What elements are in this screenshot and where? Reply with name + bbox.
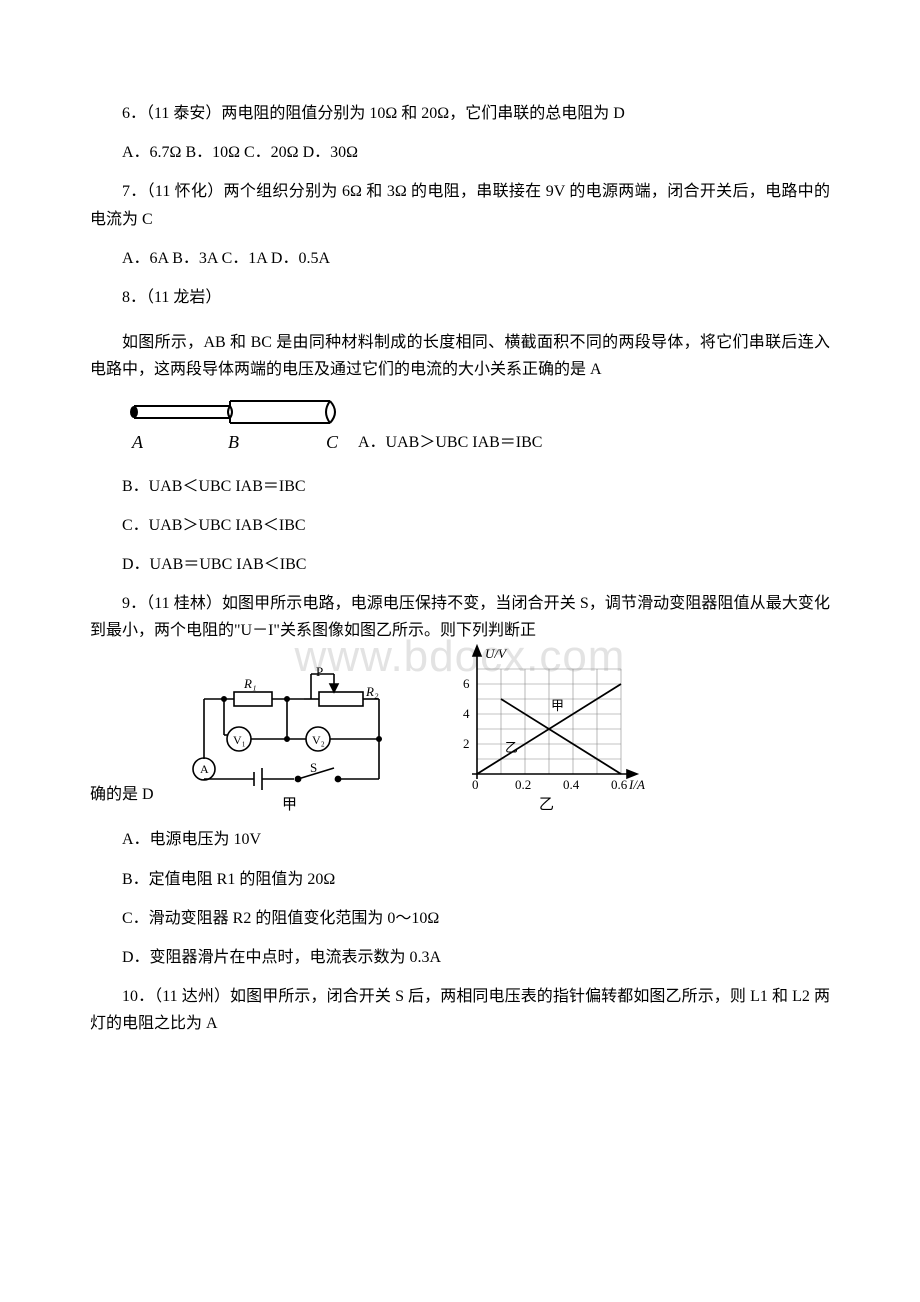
q8-conductor-figure: A B C	[120, 396, 350, 461]
page-content: 6．（11 泰安）两电阻的阻值分别为 10Ω 和 20Ω，它们串联的总电阻为 D…	[90, 100, 830, 1038]
q8-text: 如图所示，AB 和 BC 是由同种材料制成的长度相同、横截面积不同的两段导体，将…	[90, 329, 830, 383]
q9-optC: C．滑动变阻器 R2 的阻值变化范围为 0～10Ω	[90, 905, 830, 932]
q6-options: A．6.7Ω B．10Ω C．20Ω D．30Ω	[90, 139, 830, 166]
svg-text:0: 0	[472, 777, 479, 792]
q9-figure-row: R₁ P R₂ V₁ V₂ A S 甲	[184, 644, 649, 814]
q7-text: 7．（11 怀化）两个组织分别为 6Ω 和 3Ω 的电阻，串联接在 9V 的电源…	[90, 178, 830, 232]
svg-text:0.6: 0.6	[611, 777, 628, 792]
svg-text:2: 2	[463, 736, 470, 751]
svg-text:R₂: R₂	[365, 684, 379, 699]
graph-svg: 甲 乙 2 4 6 0 0.2 0.4 0.6 U/V I/A 乙	[439, 644, 649, 814]
svg-text:U/V: U/V	[485, 646, 508, 661]
q9-suffix: 确的是 D	[90, 781, 154, 814]
q10-text: 10．（11 达州）如图甲所示，闭合开关 S 后，两相同电压表的指针偏转都如图乙…	[90, 983, 830, 1037]
label-A: A	[131, 432, 144, 452]
q7-options: A．6A B．3A C．1A D．0.5A	[90, 245, 830, 272]
q8-optC: C．UAB＞UBC IAB＜IBC	[90, 512, 830, 539]
svg-text:6: 6	[463, 676, 470, 691]
q9-optD: D．变阻器滑片在中点时，电流表示数为 0.3A	[90, 944, 830, 971]
circuit-svg: R₁ P R₂ V₁ V₂ A S 甲	[184, 664, 399, 814]
svg-text:S: S	[310, 760, 317, 775]
svg-text:I/A: I/A	[628, 777, 645, 792]
svg-text:4: 4	[463, 706, 470, 721]
svg-text:P: P	[316, 664, 323, 679]
q8-optD: D．UAB＝UBC IAB＜IBC	[90, 551, 830, 578]
svg-text:乙: 乙	[505, 740, 518, 755]
svg-text:R₁: R₁	[243, 676, 256, 691]
q9-optB: B．定值电阻 R1 的阻值为 20Ω	[90, 866, 830, 893]
svg-text:A: A	[200, 762, 209, 776]
q8-optA: A．UAB＞UBC IAB＝IBC	[358, 429, 542, 456]
svg-text:乙: 乙	[539, 797, 554, 813]
q9-circuit: R₁ P R₂ V₁ V₂ A S 甲	[184, 664, 399, 814]
svg-text:甲: 甲	[551, 698, 564, 713]
svg-text:V₁: V₁	[233, 733, 246, 747]
svg-text:甲: 甲	[282, 797, 297, 813]
q8-header: 8．（11 龙岩）	[90, 284, 830, 311]
q8-figure-row: A B C A．UAB＞UBC IAB＝IBC	[90, 396, 830, 461]
q9-optA: A．电源电压为 10V	[90, 826, 830, 853]
q9-text: 9．（11 桂林）如图甲所示电路，电源电压保持不变，当闭合开关 S，调节滑动变阻…	[90, 590, 830, 644]
label-C: C	[326, 432, 339, 452]
svg-text:V₂: V₂	[312, 733, 325, 747]
q8-optB: B．UAB＜UBC IAB＝IBC	[90, 473, 830, 500]
conductor-svg: A B C	[120, 396, 350, 461]
q6-text: 6．（11 泰安）两电阻的阻值分别为 10Ω 和 20Ω，它们串联的总电阻为 D	[90, 100, 830, 127]
svg-text:0.4: 0.4	[563, 777, 580, 792]
label-B: B	[228, 432, 239, 452]
svg-text:0.2: 0.2	[515, 777, 531, 792]
q9-graph: 甲 乙 2 4 6 0 0.2 0.4 0.6 U/V I/A 乙	[439, 644, 649, 814]
